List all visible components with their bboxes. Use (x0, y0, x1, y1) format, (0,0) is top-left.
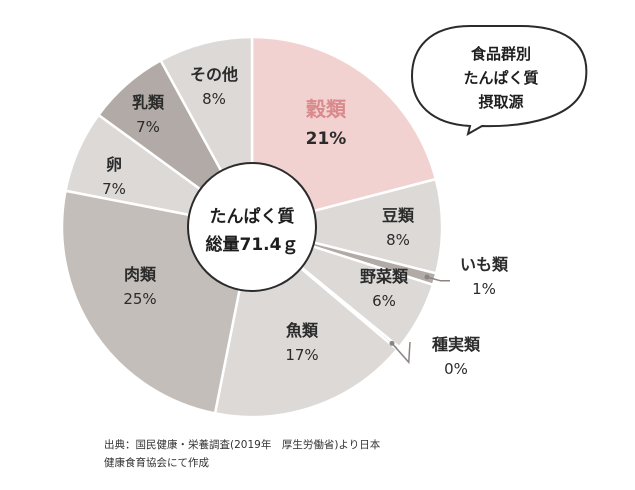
slice-label-7: 肉類 (124, 265, 157, 284)
leader-dot-5 (389, 340, 395, 346)
source-line2: 健康食育協会にて作成 (104, 457, 209, 469)
slice-label-3: いも類 (460, 255, 509, 274)
slice-value-4: 6% (372, 292, 396, 310)
slice-value-10: 8% (202, 90, 226, 108)
center-label-line2: 総量71.4ｇ (206, 234, 299, 255)
slice-label-2: 豆類 (382, 206, 415, 225)
slice-label-1: 穀類 (306, 97, 347, 121)
labels-layer: 穀類 21% 豆類 8% いも類 1% 野菜類 6% 種実類 0% 魚類 17% 肉類 25% 卵 7% 乳類 7… (102, 65, 509, 378)
slice-value-8: 7% (102, 180, 126, 198)
slice-label-8: 卵 (106, 155, 122, 174)
callout-line3: 摂取源 (478, 93, 523, 111)
slice-value-5: 0% (444, 360, 468, 378)
slice-value-9: 7% (136, 118, 160, 136)
slice-label-9: 乳類 (132, 93, 165, 112)
slice-label-10: その他 (190, 65, 238, 84)
center-circle (187, 162, 317, 292)
slice-value-6: 17% (285, 346, 318, 364)
source-line1: 出典：国民健康・栄養調査(2019年 厚生労働省)より日本 (104, 439, 381, 451)
center-label-line1: たんぱく質 (210, 206, 295, 227)
slice-value-1: 21% (306, 129, 347, 149)
pie-slice-1 (250, 35, 438, 229)
slice-value-3: 1% (472, 280, 496, 298)
callout-line2: たんぱく質 (463, 69, 538, 87)
slice-value-2: 8% (386, 231, 410, 249)
callout-line1: 食品群別 (471, 45, 531, 63)
slice-label-4: 野菜類 (360, 267, 409, 286)
leader-line-3 (426, 276, 450, 282)
leader-line-5 (391, 341, 411, 365)
callout-bubble: 食品群別 たんぱく質 摂取源 (410, 25, 588, 137)
pie-slice-2 (251, 177, 444, 275)
slice-label-5: 種実類 (432, 335, 481, 354)
leader-dot-3 (424, 274, 430, 280)
source-note: 出典：国民健康・栄養調査(2019年 厚生労働省)より日本 健康食育協会にて作成 (104, 436, 380, 472)
slice-label-6: 魚類 (286, 321, 319, 340)
leader-lines (389, 274, 450, 365)
slice-value-7: 25% (123, 290, 156, 308)
